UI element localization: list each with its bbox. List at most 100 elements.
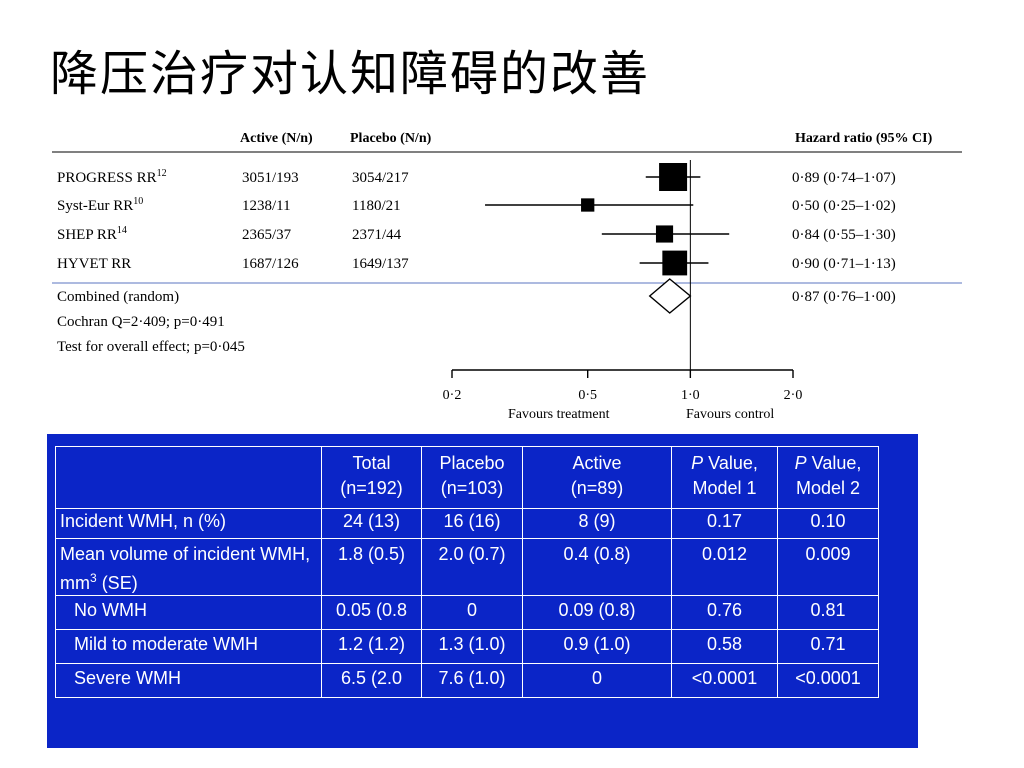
cell-value: 7.6 (1.0) [438, 668, 506, 688]
cell-value: 0.4 (0.8) [563, 544, 631, 564]
wmh-table: Total (n=192) Placebo (n=103) Active (n=89) P … [55, 446, 879, 698]
forest-axis: 0·2 0·5 1·0 2·0 Favours treatment Favours con… [443, 369, 803, 422]
table-cell: 0.4 (0.8) [522, 538, 672, 596]
study-active: 1687/126 [242, 256, 299, 272]
cell-value: 0 [466, 600, 477, 620]
cell-value: 8 (9) [578, 511, 616, 531]
row-label-suffix: (SE) [96, 573, 138, 593]
table-cell: 8 (9) [522, 508, 672, 539]
cell-value: 0.05 (0.8 [335, 600, 408, 620]
table-cell: 0.10 [777, 508, 879, 539]
heterogeneity-stat: Test for overall effect; p=0·045 [57, 339, 245, 355]
table-cell: 0.81 [777, 595, 879, 630]
table-cell: 0.76 [671, 595, 778, 630]
table-cell: 24 (13) [321, 508, 422, 539]
table-cell: 0.58 [671, 629, 778, 664]
study-point [655, 225, 674, 243]
cell-value: <0.0001 [691, 668, 758, 688]
header-line: (n=103) [440, 478, 504, 498]
cell-value: 16 (16) [443, 511, 501, 531]
header-line: Value, [811, 453, 862, 473]
row-label-text: Mean volume of incident WMH, mm [60, 544, 311, 593]
header-line: Active [572, 453, 622, 473]
row-label-text: No WMH [74, 600, 147, 620]
column-header: Placebo (n=103) [421, 446, 523, 509]
column-header: P Value, Model 1 [671, 446, 778, 509]
cell-value: 6.5 (2.0 [340, 668, 403, 688]
table-cell: 1.8 (0.5) [321, 538, 422, 596]
table-cell: 0.17 [671, 508, 778, 539]
table-row: Incident WMH, n (%) 24 (13) 16 (16) 8 (9) 0.… [55, 508, 879, 539]
cell-value: 0.10 [810, 511, 846, 531]
col-header-placebo: Placebo (N/n) [350, 131, 432, 146]
column-header: P Value, Model 2 [777, 446, 879, 509]
cell-value: 1.8 (0.5) [337, 544, 406, 564]
combined-diamond [648, 278, 692, 314]
cell-value: 24 (13) [342, 511, 401, 531]
header-line: (n=89) [570, 478, 624, 498]
study-hr-text: 0·90 (0·71–1·13) [792, 256, 896, 272]
favours-control-label: Favours control [686, 407, 774, 422]
study-active: 1238/11 [242, 198, 291, 214]
col-header-active: Active (N/n) [240, 131, 313, 146]
cell-value: 0.9 (1.0) [563, 634, 631, 654]
study-point [659, 163, 688, 191]
study-ref: 12 [157, 168, 167, 179]
study-name-text: Syst-Eur RR [57, 198, 133, 214]
row-label: Incident WMH, n (%) [55, 508, 322, 539]
study-hr-text: 0·50 (0·25–1·02) [792, 198, 896, 214]
table-cell: 1.2 (1.2) [321, 629, 422, 664]
p-italic: P [794, 453, 807, 473]
study-hr-text: 0·89 (0·74–1·07) [792, 170, 896, 186]
row-label-text: Mild to moderate WMH [74, 634, 259, 654]
wmh-table-panel: Total (n=192) Placebo (n=103) Active (n=89) P … [47, 434, 918, 748]
study-name: SHEP RR14 [57, 225, 127, 243]
study-placebo: 2371/44 [352, 227, 402, 243]
table-cell: 16 (16) [421, 508, 523, 539]
row-label-text: Incident WMH, n (%) [60, 511, 227, 531]
table-cell: 0 [522, 663, 672, 698]
x-tick-label: 0·5 [578, 388, 597, 403]
study-hr-text: 0·84 (0·55–1·30) [792, 227, 896, 243]
cell-value: 0.81 [810, 600, 846, 620]
table-cell: 0.05 (0.8 [321, 595, 422, 630]
table-cell: 6.5 (2.0 [321, 663, 422, 698]
column-header: Active (n=89) [522, 446, 672, 509]
cell-value: 0.58 [706, 634, 743, 654]
table-cell: 0 [421, 595, 523, 630]
cell-value: 0.71 [810, 634, 846, 654]
study-name-text: SHEP RR [57, 227, 117, 243]
table-header-row: Total (n=192) Placebo (n=103) Active (n=89) P … [55, 446, 879, 509]
forest-marks [485, 160, 730, 370]
table-cell: 0.09 (0.8) [522, 595, 672, 630]
cell-value: 0.76 [706, 600, 743, 620]
study-ref: 14 [117, 225, 127, 236]
table-cell: <0.0001 [777, 663, 879, 698]
p-italic: P [691, 453, 704, 473]
header-line: Model 1 [692, 478, 757, 498]
cell-value: <0.0001 [795, 668, 861, 688]
cell-value: 1.3 (1.0) [438, 634, 506, 654]
header-line: Value, [708, 453, 758, 473]
row-label: Mild to moderate WMH [55, 629, 322, 664]
row-label: Severe WMH [55, 663, 322, 698]
cell-value: 0.009 [805, 544, 851, 564]
study-active: 3051/193 [242, 170, 299, 186]
heterogeneity-stat: Cochran Q=2·409; p=0·491 [57, 314, 225, 330]
col-header-hr: Hazard ratio (95% CI) [795, 131, 933, 146]
row-label-sup: 3 [90, 571, 97, 585]
table-cell: 0.71 [777, 629, 879, 664]
row-label: Mean volume of incident WMH, mm3 (SE) [55, 538, 322, 596]
x-tick-label: 1·0 [681, 388, 700, 403]
study-point [662, 250, 688, 276]
study-name: HYVET RR [57, 256, 131, 272]
x-tick-label: 2·0 [784, 388, 803, 403]
cell-value: 0.17 [706, 511, 743, 531]
study-ref: 10 [133, 196, 143, 207]
row-label-text: Severe WMH [74, 668, 182, 688]
header-line: Total [352, 453, 391, 473]
forest-rows: PROGRESS RR12 3051/193 3054/217 0·89 (0·74–… [57, 168, 896, 355]
combined-hr-text: 0·87 (0·76–1·00) [792, 289, 896, 305]
table-cell: 0.012 [671, 538, 778, 596]
header-line: Model 2 [795, 478, 861, 498]
